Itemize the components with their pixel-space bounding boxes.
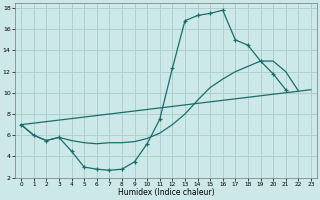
X-axis label: Humidex (Indice chaleur): Humidex (Indice chaleur) xyxy=(118,188,214,197)
